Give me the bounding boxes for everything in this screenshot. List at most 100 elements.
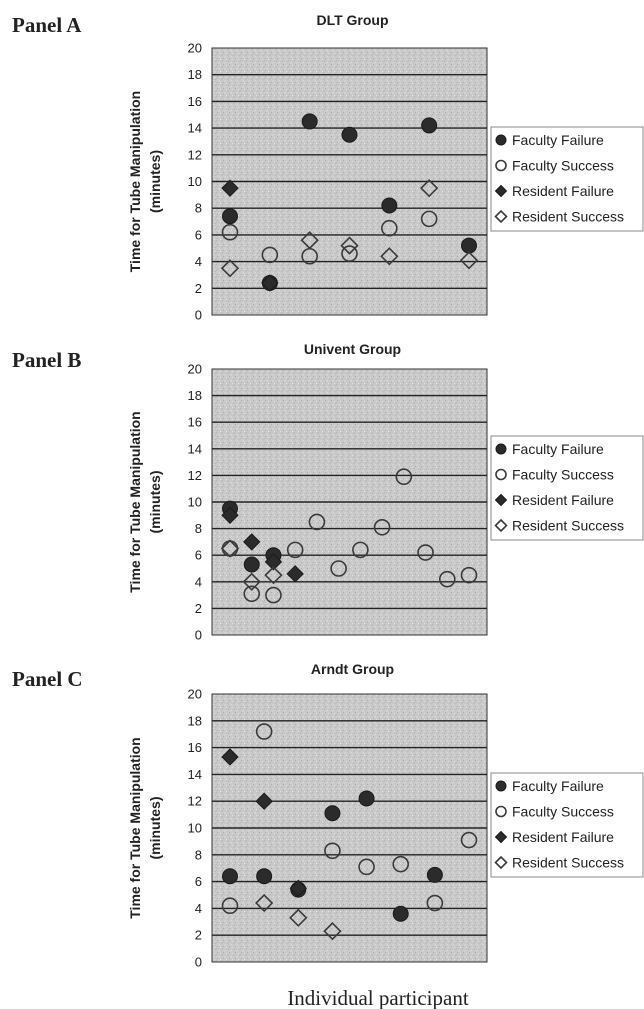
data-point-faculty-failure [301, 113, 318, 130]
y-axis-label: Time for Tube Manipulation [127, 411, 143, 592]
data-point-faculty-success [426, 894, 444, 912]
y-tick-label: 18 [188, 67, 202, 82]
data-point-resident-success [380, 247, 399, 266]
legend-label: Faculty Success [512, 467, 614, 483]
x-axis-label: Individual participant [287, 986, 469, 1009]
legend-marker-faculty-failure [495, 780, 507, 792]
legend-label: Faculty Failure [512, 132, 604, 148]
y-tick-label: 12 [188, 794, 202, 809]
panel-3: Panel C Arndt Group 0 2 4 6 8 10 12 14 16 18 20 Time … [12, 661, 644, 970]
data-point-resident-success [289, 908, 308, 927]
data-point-faculty-failure [222, 208, 238, 225]
data-point-resident-success [459, 251, 479, 270]
chart-title: Arndt Group [311, 661, 394, 677]
data-point-resident-success [264, 566, 283, 585]
y-tick-label: 6 [195, 227, 202, 242]
data-point-faculty-success [460, 831, 478, 849]
data-point-resident-success [300, 231, 319, 250]
y-tick-label: 8 [195, 847, 202, 862]
panel-1: Panel A DLT Group 0 2 4 6 8 10 12 14 16 18 20 Time fo… [12, 12, 644, 323]
y-tick-label: 0 [195, 628, 202, 643]
legend-label: Resident Success [512, 855, 624, 871]
data-point-resident-failure [221, 748, 239, 766]
y-tick-label: 2 [195, 601, 202, 616]
data-point-faculty-success [438, 570, 456, 588]
y-tick-label: 16 [188, 415, 202, 430]
data-point-faculty-success [460, 566, 478, 584]
y-tick-label: 16 [188, 740, 202, 755]
y-tick-label: 8 [195, 201, 202, 216]
data-point-resident-success [242, 572, 261, 591]
legend-marker-faculty-success [495, 805, 507, 818]
data-point-resident-failure [243, 533, 261, 551]
y-axis-unit-label: (minutes) [147, 471, 163, 534]
data-point-faculty-failure [392, 905, 409, 922]
legend-label: Faculty Failure [512, 778, 604, 794]
data-point-faculty-success [417, 544, 434, 561]
y-tick-label: 12 [188, 147, 202, 162]
data-point-faculty-success [261, 246, 279, 264]
data-point-faculty-success [352, 541, 369, 559]
legend [490, 435, 644, 541]
legend-marker-resident-failure [494, 830, 508, 844]
y-tick-label: 16 [188, 94, 202, 109]
y-tick-label: 18 [188, 388, 202, 403]
y-tick-label: 20 [188, 687, 202, 702]
panel-2: Panel B Univent Group 0 2 4 6 8 10 12 14 16 18 20 Tim… [12, 341, 644, 643]
y-axis-unit-label: (minutes) [147, 150, 163, 213]
data-point-faculty-success [221, 897, 239, 915]
data-point-faculty-success [392, 855, 410, 873]
y-tick-label: 4 [195, 574, 202, 589]
data-point-faculty-success [358, 858, 375, 876]
data-point-resident-success [420, 179, 439, 198]
panel-label: Panel C [12, 667, 83, 691]
y-tick-label: 10 [188, 495, 202, 510]
data-point-resident-success [220, 259, 240, 278]
data-point-faculty-success [265, 586, 282, 604]
legend-marker-resident-failure [494, 493, 508, 507]
data-point-faculty-success [286, 541, 304, 559]
legend-marker-resident-success [494, 855, 508, 870]
data-point-faculty-failure [358, 790, 375, 807]
data-point-faculty-failure [222, 868, 238, 885]
y-tick-label: 8 [195, 521, 202, 536]
data-point-faculty-success [324, 842, 341, 860]
data-point-faculty-success [243, 585, 261, 603]
y-tick-label: 10 [188, 174, 202, 189]
data-point-resident-failure [286, 565, 304, 583]
data-point-resident-success [323, 922, 342, 941]
y-tick-label: 12 [188, 468, 202, 483]
data-point-faculty-success [221, 223, 239, 241]
legend-marker-faculty-failure [495, 443, 507, 455]
data-point-faculty-success [255, 723, 273, 740]
y-tick-label: 0 [195, 955, 202, 970]
legend-marker-resident-failure [494, 184, 508, 198]
legend-label: Faculty Success [512, 158, 614, 174]
data-point-faculty-success [330, 560, 347, 577]
data-point-resident-success [255, 893, 274, 913]
chart-title: DLT Group [316, 12, 388, 28]
y-tick-label: 20 [188, 41, 202, 56]
legend [490, 126, 644, 232]
y-tick-label: 2 [195, 281, 202, 296]
legend [490, 772, 644, 878]
data-point-resident-failure [221, 179, 239, 197]
data-point-faculty-failure [324, 805, 341, 822]
data-point-resident-failure [264, 553, 283, 571]
y-tick-label: 6 [195, 548, 202, 563]
panel-label: Panel A [12, 13, 82, 37]
legend-marker-faculty-failure [495, 134, 507, 146]
y-tick-label: 14 [188, 441, 202, 456]
data-point-faculty-failure [426, 866, 443, 883]
data-point-faculty-success [395, 468, 413, 486]
legend-marker-faculty-success [495, 159, 507, 172]
y-tick-label: 6 [195, 874, 202, 889]
data-point-faculty-failure [243, 556, 260, 573]
data-point-resident-failure [261, 274, 279, 292]
y-axis-label: Time for Tube Manipulation [127, 91, 143, 272]
legend-label: Resident Failure [512, 492, 614, 508]
legend-label: Resident Failure [512, 829, 614, 845]
chart-title: Univent Group [304, 341, 401, 357]
data-point-faculty-success [341, 245, 358, 262]
y-axis-unit-label: (minutes) [147, 797, 163, 860]
